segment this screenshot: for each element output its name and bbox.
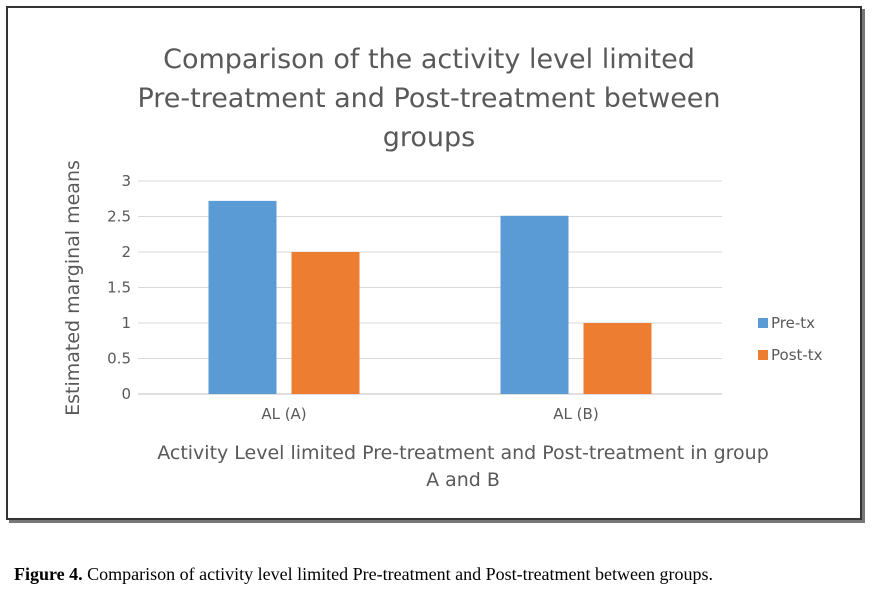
x-tick-labels: AL (A) AL (B) xyxy=(261,405,598,423)
y-tick-label: 2 xyxy=(121,243,131,261)
x-axis-label-line-1: Activity Level limited Pre-treatment and… xyxy=(157,442,769,464)
figure-caption-label: Figure 4. xyxy=(14,564,83,584)
y-tick-label: 1.5 xyxy=(107,279,131,297)
figure-caption-text: Comparison of activity level limited Pre… xyxy=(82,564,714,584)
bars xyxy=(208,200,652,394)
chart-title-line-2: Pre-treatment and Post-treatment between xyxy=(137,83,720,114)
y-tick-label: 3 xyxy=(121,172,131,190)
chart-title-line-3: groups xyxy=(383,122,475,153)
bar-post-tx-2 xyxy=(583,323,652,394)
x-axis-label: Activity Level limited Pre-treatment and… xyxy=(157,442,769,491)
legend-swatch xyxy=(758,350,768,360)
legend-label: Pre-tx xyxy=(771,314,815,332)
y-axis-label: Estimated marginal means xyxy=(62,160,84,416)
legend-label: Post-tx xyxy=(771,346,823,364)
bar-post-tx-1 xyxy=(291,252,360,394)
y-tick-labels: 0 0.5 1 1.5 2 2.5 3 xyxy=(107,172,131,403)
x-tick-label: AL (B) xyxy=(553,405,598,423)
y-tick-label: 0 xyxy=(121,385,131,403)
bar-pre-tx-2 xyxy=(500,215,569,394)
x-axis-label-line-2: A and B xyxy=(426,469,500,491)
x-tick-label: AL (A) xyxy=(261,405,306,423)
y-tick-label: 1 xyxy=(121,314,131,332)
figure-caption: Figure 4. Comparison of activity level l… xyxy=(14,564,713,585)
legend: Pre-tx Post-tx xyxy=(758,314,823,364)
legend-swatch xyxy=(758,318,768,328)
bar-pre-tx-1 xyxy=(208,200,277,394)
y-tick-label: 2.5 xyxy=(107,208,131,226)
chart-title: Comparison of the activity level limited… xyxy=(137,44,720,153)
chart-frame xyxy=(6,6,862,520)
chart-title-line-1: Comparison of the activity level limited xyxy=(163,44,695,75)
y-tick-label: 0.5 xyxy=(107,350,131,368)
